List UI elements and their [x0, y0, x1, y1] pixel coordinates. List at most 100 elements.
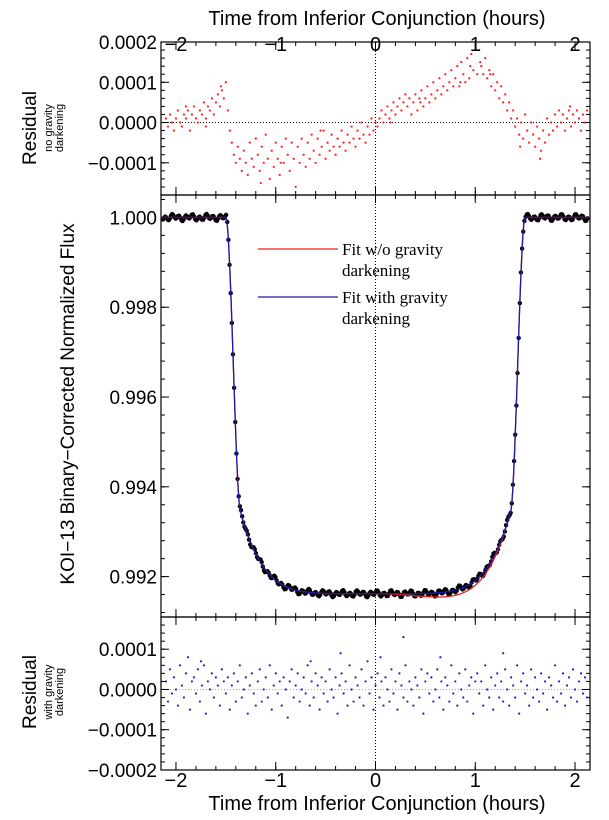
residual-point — [294, 185, 297, 189]
residual-point — [300, 688, 303, 691]
residual-point — [438, 77, 441, 80]
residual-point — [547, 133, 551, 136]
residual-point — [326, 141, 329, 144]
residual-point — [450, 69, 453, 72]
residual-point — [306, 664, 309, 667]
y-tick-label: 0.996 — [109, 388, 157, 409]
residual-point — [234, 700, 237, 703]
residual-point — [494, 684, 497, 687]
y-tick-label: 0.0001 — [99, 73, 157, 94]
residual-point — [220, 668, 223, 671]
residual-point — [561, 113, 565, 116]
residual-point — [555, 125, 559, 128]
residual-point — [362, 133, 365, 136]
residual-point — [546, 117, 549, 120]
residual-point — [252, 692, 255, 695]
residual-point — [384, 113, 387, 116]
residual-point — [400, 109, 403, 112]
residual-point — [302, 676, 305, 679]
residual-point — [439, 656, 442, 659]
y-axis-sublabel-bottom-1: with gravity — [43, 664, 55, 721]
residual-point — [402, 696, 405, 699]
residual-point — [567, 109, 571, 112]
residual-point — [573, 688, 577, 691]
residual-point — [412, 101, 415, 104]
residual-point — [270, 149, 273, 152]
residual-point — [522, 672, 525, 675]
residual-point — [340, 129, 343, 132]
panel-residual-no-gravity-darkening: 0.0002 0.0001 0.0000 −0.0001 −2 −1 0 1 2 — [88, 33, 591, 196]
residual-point — [547, 676, 551, 679]
x-tick-label-top: 1 — [470, 34, 481, 56]
residual-point — [286, 153, 289, 156]
residual-point — [346, 704, 349, 707]
residual-point — [426, 672, 429, 675]
residual-point — [389, 121, 392, 124]
residual-point — [326, 700, 329, 703]
residual-point — [368, 133, 371, 136]
residual-point — [454, 77, 457, 80]
residual-point — [559, 692, 563, 695]
residual-point — [319, 129, 322, 132]
residual-point — [577, 680, 581, 683]
residual-point — [254, 704, 257, 707]
residual-point — [172, 129, 176, 132]
residual-point — [489, 73, 492, 76]
residual-point — [585, 109, 589, 112]
residual-point — [214, 101, 217, 104]
residual-point — [262, 161, 265, 164]
residual-point — [304, 692, 307, 695]
residual-point — [180, 125, 184, 128]
residual-point — [320, 145, 323, 148]
residual-point — [266, 157, 269, 160]
residual-point — [366, 660, 369, 663]
residual-point — [342, 141, 345, 144]
residual-point — [354, 145, 357, 148]
residual-point — [532, 133, 535, 136]
residual-point — [426, 85, 429, 88]
residual-point — [428, 692, 431, 695]
flux-data-point — [223, 212, 229, 218]
residual-point — [414, 93, 417, 96]
residual-point — [386, 688, 389, 691]
ylabel-top-group: Residual no gravity darkening — [20, 91, 66, 165]
residual-point — [224, 81, 227, 84]
residual-point — [244, 161, 247, 164]
residual-point — [339, 652, 342, 655]
residual-point — [272, 165, 275, 168]
residual-point — [202, 664, 205, 667]
residual-point — [522, 137, 525, 140]
residual-point — [488, 69, 491, 72]
residual-point — [298, 161, 301, 164]
residual-point — [358, 696, 361, 699]
residual-point — [530, 121, 533, 124]
residual-point — [404, 664, 407, 667]
residual-point — [396, 708, 399, 711]
residual-point — [272, 684, 275, 687]
x-tick-label-bottom: −1 — [264, 770, 287, 792]
residual-point — [224, 692, 227, 695]
residual-point — [436, 89, 439, 92]
x-tick-label-bottom: 2 — [569, 770, 580, 792]
residual-point — [186, 656, 190, 659]
residual-point — [404, 93, 407, 96]
residual-point — [466, 700, 469, 703]
residual-point — [220, 89, 223, 92]
residual-point — [538, 700, 541, 703]
residual-point — [380, 680, 383, 683]
residual-point — [577, 117, 581, 120]
residual-point — [264, 676, 267, 679]
residual-point — [322, 692, 325, 695]
residual-point — [474, 680, 477, 683]
residual-point — [206, 105, 209, 108]
residual-point — [402, 636, 405, 639]
residual-point — [542, 692, 545, 695]
y-tick-label: 0.0002 — [99, 33, 157, 54]
residual-point — [238, 157, 241, 160]
residual-point — [274, 141, 277, 144]
residual-point — [198, 700, 202, 703]
residual-point — [553, 664, 557, 667]
residual-point — [366, 125, 369, 128]
residual-point — [212, 113, 215, 116]
